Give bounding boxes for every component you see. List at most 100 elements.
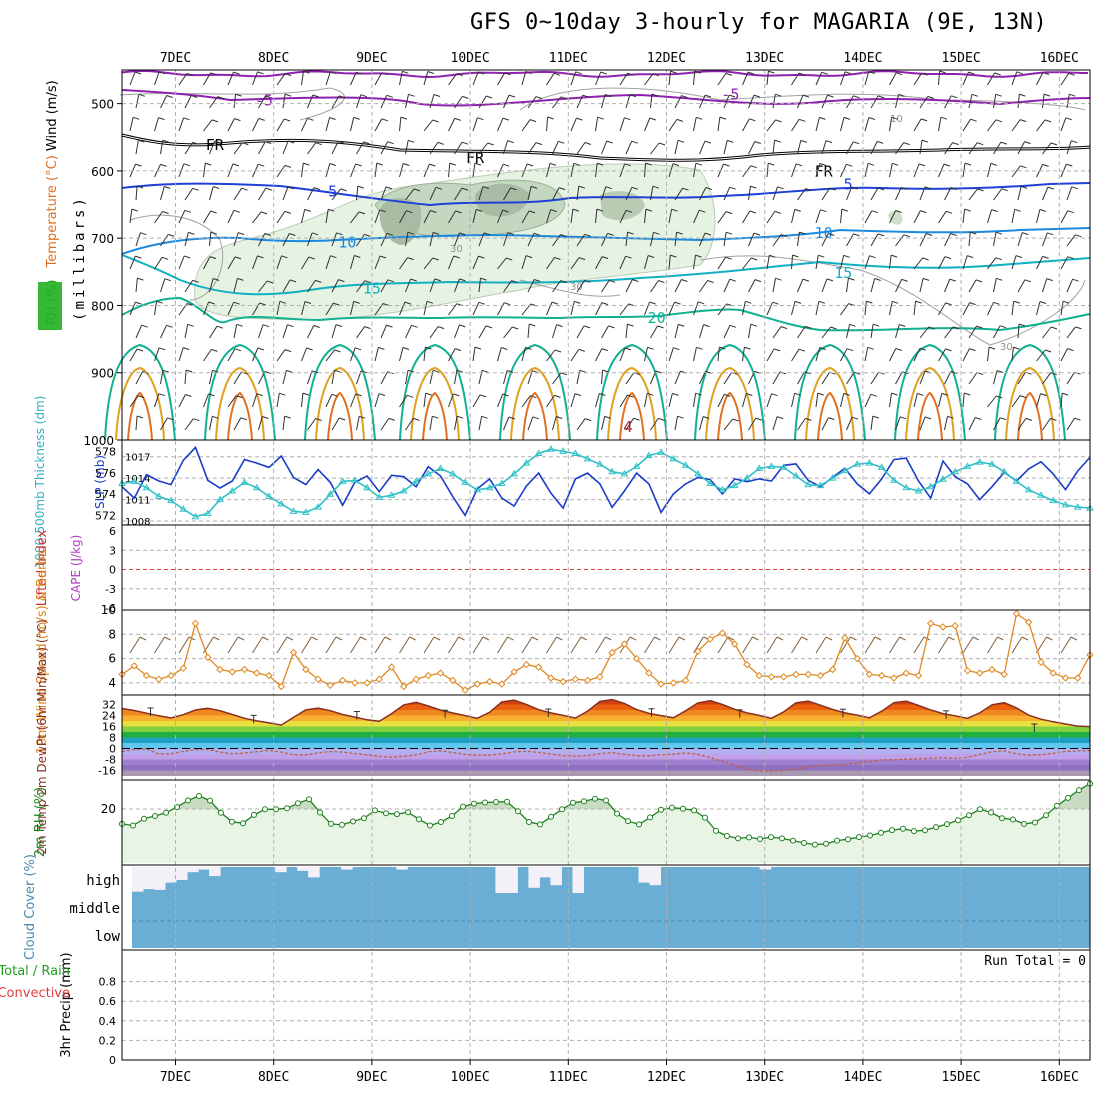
wind-barb bbox=[895, 324, 900, 339]
wind-barb-flag bbox=[212, 278, 220, 281]
data-point bbox=[735, 835, 741, 842]
data-point bbox=[801, 840, 807, 846]
wind-barb-flag bbox=[1069, 93, 1076, 97]
wind-barb-flag bbox=[751, 257, 758, 261]
wind-barb bbox=[405, 232, 409, 247]
wind-barb-flag bbox=[1020, 185, 1028, 189]
wind-barb-flag bbox=[918, 163, 926, 167]
wind-barb-flag bbox=[750, 165, 757, 169]
surface-wind-barb bbox=[350, 636, 361, 654]
wind-barb-flag bbox=[584, 233, 591, 237]
wind-barb bbox=[301, 209, 306, 224]
data-point bbox=[730, 640, 739, 648]
wind-barb bbox=[258, 187, 267, 201]
temp-band bbox=[122, 759, 1090, 765]
data-point bbox=[361, 815, 367, 822]
wind-barb-flag bbox=[209, 256, 217, 260]
data-point bbox=[658, 806, 664, 813]
wind-barb-flag bbox=[553, 72, 561, 76]
wind-barb-flag bbox=[403, 163, 410, 166]
wind-barb-flag bbox=[212, 415, 219, 419]
wind-barb bbox=[184, 418, 194, 431]
wind-barb bbox=[399, 117, 402, 132]
wind-barb-flag bbox=[437, 326, 445, 330]
wind-barb bbox=[772, 326, 782, 339]
wind-barb-flag bbox=[750, 323, 757, 327]
wind-barb-flag bbox=[826, 278, 834, 282]
wind-barb bbox=[619, 255, 627, 270]
wind-barb-flag bbox=[651, 93, 659, 97]
wind-barb bbox=[625, 187, 633, 201]
rh-shading-core-2 bbox=[474, 183, 530, 217]
wind-axis-label: Wind (m/s) bbox=[45, 80, 60, 151]
wind-barb-flag bbox=[232, 163, 240, 167]
wind-barb bbox=[699, 324, 704, 339]
wind-barb bbox=[356, 141, 365, 155]
wind-barb bbox=[184, 188, 194, 201]
wind-barb-flag bbox=[285, 73, 292, 77]
wind-barb bbox=[429, 187, 437, 201]
wind-barb-flag bbox=[802, 94, 810, 98]
data-point bbox=[865, 670, 874, 679]
data-point bbox=[1024, 618, 1033, 626]
wind-barb-flag bbox=[355, 163, 362, 167]
rh-contour bbox=[129, 214, 224, 301]
wind-barb-flag bbox=[131, 208, 138, 212]
wind-barb bbox=[1036, 349, 1046, 362]
wind-barb-flag bbox=[1075, 234, 1082, 238]
wind-barb bbox=[276, 393, 280, 408]
wind-barb-flag bbox=[168, 233, 175, 237]
wind-barb bbox=[693, 71, 696, 86]
wind-barb-flag bbox=[792, 254, 799, 258]
wind-barb-flag bbox=[583, 325, 591, 329]
wind-barb bbox=[301, 393, 304, 408]
rh-axis-title: 2m RH (%) bbox=[33, 787, 48, 858]
wind-barb bbox=[546, 395, 555, 408]
isotherm-line bbox=[121, 227, 1091, 255]
wind-barb-flag bbox=[1019, 93, 1026, 97]
data-point bbox=[755, 671, 763, 680]
surface-wind-barb-flag bbox=[433, 636, 441, 641]
wind-barb-flag bbox=[138, 139, 145, 143]
wind-barb bbox=[258, 141, 266, 155]
wind-barb-flag bbox=[330, 255, 337, 259]
surface-wind-barb-flag bbox=[1021, 636, 1029, 641]
wind-barb-flag bbox=[134, 71, 142, 75]
wind-barb-flag bbox=[359, 415, 366, 419]
wind-barb bbox=[595, 209, 598, 224]
data-point bbox=[596, 673, 604, 681]
wind-barb-flag bbox=[164, 278, 171, 282]
wind-barb bbox=[840, 255, 845, 270]
temp-band bbox=[122, 704, 1090, 710]
wind-barb bbox=[356, 280, 366, 293]
wind-barb-flag bbox=[1067, 210, 1074, 214]
wind-barb-flag bbox=[601, 256, 609, 260]
wind-barb-flag bbox=[872, 415, 879, 419]
upper-air-panel: -5-5FRFRFR551010151520103030304500600700… bbox=[83, 70, 1091, 448]
wind-barb-flag bbox=[805, 188, 812, 192]
data-point bbox=[867, 832, 873, 839]
wind-barb-flag bbox=[749, 118, 756, 122]
wind-barb bbox=[307, 325, 315, 339]
wind-barb bbox=[864, 394, 872, 408]
wind-barb bbox=[846, 416, 853, 431]
wind-barb-flag bbox=[358, 211, 366, 215]
isotherm-line-near-surface bbox=[510, 366, 560, 441]
wind-barb bbox=[472, 71, 479, 86]
temp-band bbox=[122, 732, 1090, 738]
wind-barb bbox=[448, 255, 455, 270]
wind-barb-flag bbox=[558, 140, 565, 144]
wind-barb-flag bbox=[996, 395, 1003, 399]
wind-barb-flag bbox=[846, 348, 854, 352]
wind-barb-flag bbox=[919, 347, 927, 351]
temp-band bbox=[122, 721, 1090, 727]
data-point bbox=[1021, 820, 1027, 827]
wind-barb bbox=[521, 395, 531, 408]
data-point bbox=[399, 487, 408, 494]
wind-barb-flag bbox=[867, 346, 874, 350]
wind-barb bbox=[913, 210, 921, 224]
wind-barb-flag bbox=[530, 185, 538, 189]
wind-barb-flag bbox=[995, 119, 1003, 123]
wind-barb-flag bbox=[210, 231, 217, 235]
